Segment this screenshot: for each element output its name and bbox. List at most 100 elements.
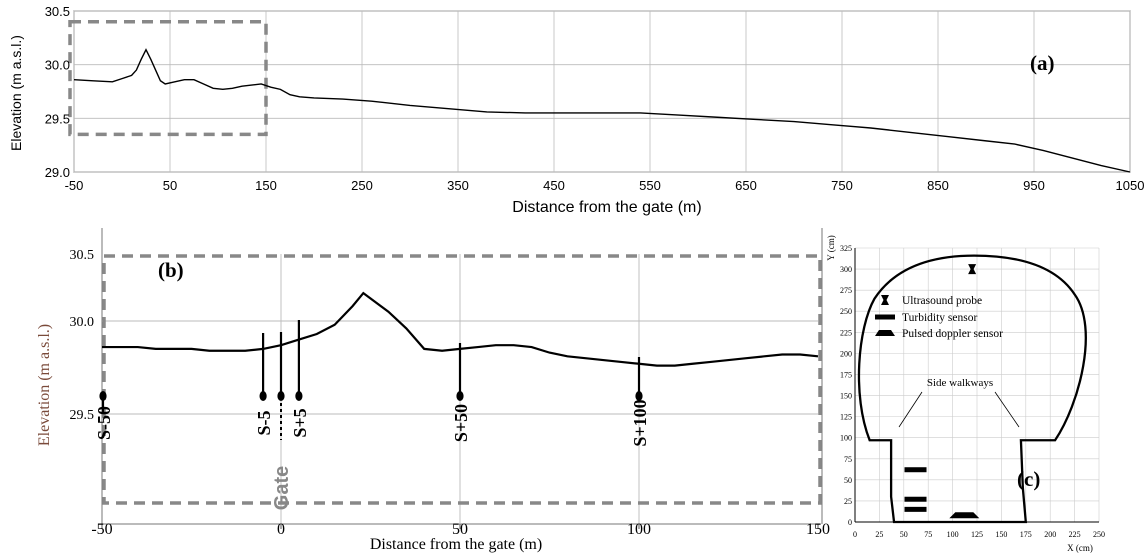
station-marker: [99, 391, 107, 401]
sensor-markers: [904, 264, 980, 519]
panel-a-y-tick-label: 29.5: [45, 111, 70, 126]
panel-b-y-tick-label: 30.5: [70, 248, 95, 263]
panel-b-label: (b): [158, 258, 184, 282]
turbidity-sensor-marker: [904, 467, 927, 473]
side-walkways-annotation: Side walkways: [927, 377, 993, 389]
panel-a-y-tick-label: 30.0: [45, 58, 70, 73]
legend-turbidity-symbol: [875, 314, 895, 320]
panel-a-x-tick-labels: -50 50 150 250 350 450 550 650 750 850 950 1050: [65, 178, 1145, 193]
panel-a-x-axis-label: Distance from the gate (m): [512, 199, 701, 216]
panel-c-y-tick-label: 150: [840, 392, 852, 401]
panel-c-y-tick-label: 50: [844, 476, 852, 485]
panel-c-y-axis-label: Y (cm): [826, 235, 836, 260]
panel-a-label: (a): [1030, 51, 1055, 75]
panel-a-x-tick-label: 250: [351, 178, 373, 193]
panel-c-y-tick-label: 100: [840, 434, 852, 443]
panel-c-x-tick-label: 50: [900, 530, 908, 539]
legend-label: Ultrasound probe: [902, 295, 982, 307]
pulsed-doppler-sensor-marker: [949, 512, 980, 519]
panel-b-x-tick-label: 0: [277, 521, 285, 538]
panel-c-y-tick-label: 325: [840, 244, 852, 253]
legend-doppler-symbol: [875, 330, 895, 336]
panel-a-x-tick-label: 350: [447, 178, 469, 193]
panel-c-x-tick-label: 125: [971, 530, 983, 539]
panel-a-grid: [73, 10, 1131, 173]
panel-c-x-tick-labels: 0 25 50 75 100 125 150 175 200 225 250: [853, 530, 1105, 539]
ultrasound-probe-marker: [968, 264, 977, 275]
gate-marker: [277, 391, 285, 401]
tunnel-cross-section: [857, 254, 1087, 524]
panel-b-highlight-box: [102, 254, 822, 505]
panel-c-y-tick-label: 25: [844, 497, 852, 506]
panel-b-x-axis-label: Distance from the gate (m): [370, 536, 542, 553]
panel-b-chart: S-50 S-5 S+5 S+50 S+100 -50 0 50 100 150 29.5 30.…: [36, 228, 830, 553]
panel-c-x-axis-label: X (cm): [1067, 543, 1093, 553]
panel-a-y-tick-label: 30.5: [45, 4, 70, 19]
panel-a-chart: -50 50 150 250 350 450 550 650 750 850 950 1050 29.…: [8, 4, 1144, 216]
panel-b-y-tick-label: 29.5: [70, 408, 95, 423]
legend-label: Turbidity sensor: [902, 312, 977, 324]
station-label: S+100: [630, 399, 650, 446]
panel-b-x-tick-label: -50: [91, 521, 112, 538]
panel-a-plot-frame: [73, 10, 1131, 173]
panel-c-y-tick-labels: 0 25 50 75 100 125 150 175 200 225 250 275 300 325: [840, 244, 852, 527]
station-marker: [635, 391, 643, 401]
legend-ultrasound-symbol: [881, 295, 889, 305]
panel-a-series-line: [73, 48, 1131, 173]
panel-a-x-tick-label: 750: [831, 178, 853, 193]
panel-c-x-tick-label: 225: [1069, 530, 1081, 539]
panel-c-y-tick-label: 125: [840, 413, 852, 422]
panel-c-x-tick-label: 0: [853, 530, 857, 539]
panel-b-x-tick-label: 100: [627, 521, 651, 538]
panel-a-x-tick-label: 150: [255, 178, 277, 193]
panel-c-y-tick-label: 200: [840, 349, 852, 358]
panel-c-x-tick-label: 175: [1020, 530, 1032, 539]
panel-c-x-tick-label: 75: [924, 530, 932, 539]
panel-a-x-tick-label: 50: [163, 178, 177, 193]
panel-c-y-tick-label: 300: [840, 265, 852, 274]
panel-a-x-tick-label: 450: [543, 178, 565, 193]
panel-b-y-tick-label: 30.0: [70, 315, 95, 330]
panel-c-y-tick-label: 0: [848, 518, 852, 527]
panel-b-y-tick-labels: 29.5 30.0 30.5: [70, 248, 95, 423]
panel-c-x-tick-label: 25: [875, 530, 883, 539]
panel-b-grid: [101, 228, 823, 529]
panel-a-x-tick-label: -50: [65, 178, 84, 193]
station-marker: [295, 391, 303, 401]
panel-b-x-tick-label: 50: [452, 521, 468, 538]
panel-c-y-tick-label: 75: [844, 455, 852, 464]
station-label: S-5: [254, 410, 274, 435]
panel-a-y-tick-label: 29.0: [45, 165, 70, 180]
turbidity-sensor-marker: [904, 496, 927, 502]
panel-a-x-tick-label: 1050: [1116, 178, 1145, 193]
panel-c-y-tick-label: 175: [840, 370, 852, 379]
station-marker: [456, 391, 464, 401]
legend-label: Pulsed doppler sensor: [902, 328, 1003, 340]
panel-c-chart: 0 25 50 75 100 125 150 175 200 225 250 0 25 50 75 100 1…: [826, 235, 1105, 553]
panel-b-y-axis-label: Elevation (m a.s.l.): [36, 324, 53, 446]
station-label: S+5: [290, 408, 310, 437]
panel-c-legend: Ultrasound probe Turbidity sensor Pulsed d…: [875, 295, 1003, 340]
panel-a-x-tick-label: 650: [735, 178, 757, 193]
panel-a-x-tick-label: 850: [927, 178, 949, 193]
panel-b-x-tick-label: 150: [806, 521, 830, 538]
panel-c-x-tick-label: 150: [995, 530, 1007, 539]
station-label: S-50: [94, 406, 114, 440]
panel-c-label: (c): [1017, 467, 1040, 491]
panel-b-stations: S-50 S-5 S+5 S+50 S+100: [94, 320, 650, 447]
panel-a-y-axis-label: Elevation (m a.s.l.): [8, 35, 24, 151]
panel-a-x-tick-label: 950: [1023, 178, 1045, 193]
panel-a-highlight-box: [68, 19, 268, 137]
panel-a-x-tick-label: 550: [639, 178, 661, 193]
panel-c-y-tick-label: 250: [840, 307, 852, 316]
walkway-arrow-left: [898, 391, 923, 428]
panel-c-x-tick-label: 100: [947, 530, 959, 539]
panel-c-y-tick-label: 275: [840, 286, 852, 295]
panel-a-y-tick-labels: 29.0 29.5 30.0 30.5: [45, 4, 70, 180]
turbidity-sensor-marker: [904, 506, 927, 512]
panel-c-y-tick-label: 225: [840, 328, 852, 337]
station-marker: [259, 391, 267, 401]
walkway-arrow-right: [994, 391, 1020, 428]
panel-c-x-tick-label: 200: [1044, 530, 1056, 539]
